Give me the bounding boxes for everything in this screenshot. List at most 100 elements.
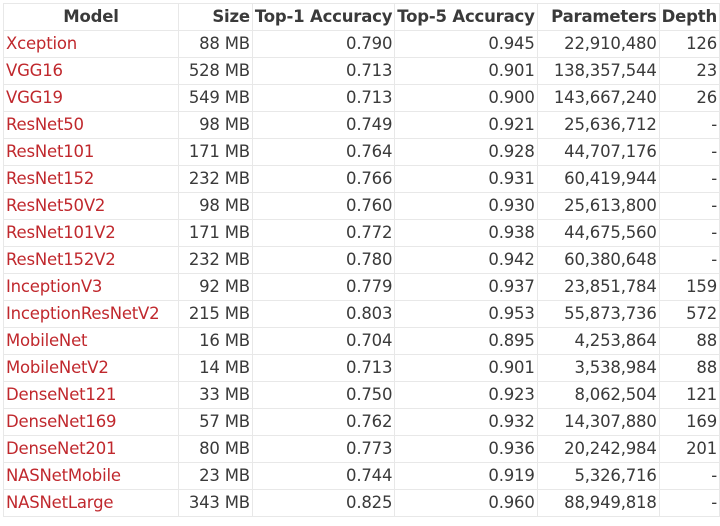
model-name-link[interactable]: DenseNet201 bbox=[6, 439, 117, 458]
top1-accuracy-cell: 0.772 bbox=[251, 219, 396, 247]
parameters-cell: 44,707,176 bbox=[536, 138, 660, 166]
depth-cell: 121 bbox=[658, 381, 720, 409]
parameters-cell: 25,636,712 bbox=[536, 111, 660, 139]
top5-accuracy-cell: 0.932 bbox=[394, 408, 538, 436]
table-row: MobileNetV2 14 MB 0.713 0.901 3,538,984 88 bbox=[3, 354, 720, 382]
size-cell: 14 MB bbox=[177, 354, 253, 382]
depth-cell: - bbox=[658, 489, 720, 517]
header-row: Model Size Top-1 Accuracy Top-5 Accuracy… bbox=[3, 3, 720, 31]
table-row: VGG16 528 MB 0.713 0.901 138,357,544 23 bbox=[3, 57, 720, 85]
size-cell: 57 MB bbox=[177, 408, 253, 436]
model-cell: DenseNet169 bbox=[3, 408, 179, 436]
parameters-cell: 25,613,800 bbox=[536, 192, 660, 220]
model-cell: VGG16 bbox=[3, 57, 179, 85]
model-cell: InceptionResNetV2 bbox=[3, 300, 179, 328]
model-name-link[interactable]: InceptionResNetV2 bbox=[6, 304, 160, 323]
depth-cell: - bbox=[658, 165, 720, 193]
table-row: MobileNet 16 MB 0.704 0.895 4,253,864 88 bbox=[3, 327, 720, 355]
top5-accuracy-cell: 0.942 bbox=[394, 246, 538, 274]
table-row: ResNet50V2 98 MB 0.760 0.930 25,613,800- bbox=[3, 192, 720, 220]
models-table: Model Size Top-1 Accuracy Top-5 Accuracy… bbox=[3, 3, 720, 517]
top5-accuracy-cell: 0.900 bbox=[394, 84, 538, 112]
depth-cell: 23 bbox=[658, 57, 720, 85]
model-cell: MobileNet bbox=[3, 327, 179, 355]
size-cell: 88 MB bbox=[177, 30, 253, 58]
size-cell: 92 MB bbox=[177, 273, 253, 301]
model-cell: ResNet101V2 bbox=[3, 219, 179, 247]
table-row: ResNet152 232 MB 0.766 0.931 60,419,944- bbox=[3, 165, 720, 193]
table-row: VGG19 549 MB 0.713 0.900 143,667,240 26 bbox=[3, 84, 720, 112]
depth-cell: 572 bbox=[658, 300, 720, 328]
depth-cell: - bbox=[658, 219, 720, 247]
table-body: Xception 88 MB 0.790 0.945 22,910,480 126 VGG1… bbox=[3, 30, 720, 517]
size-cell: 98 MB bbox=[177, 192, 253, 220]
top1-accuracy-cell: 0.713 bbox=[251, 57, 396, 85]
top5-accuracy-cell: 0.895 bbox=[394, 327, 538, 355]
size-cell: 528 MB bbox=[177, 57, 253, 85]
model-name-link[interactable]: VGG16 bbox=[6, 61, 63, 80]
depth-cell: 159 bbox=[658, 273, 720, 301]
top5-accuracy-cell: 0.901 bbox=[394, 57, 538, 85]
model-cell: ResNet50 bbox=[3, 111, 179, 139]
parameters-cell: 60,380,648 bbox=[536, 246, 660, 274]
size-cell: 171 MB bbox=[177, 138, 253, 166]
model-cell: DenseNet201 bbox=[3, 435, 179, 463]
model-name-link[interactable]: NASNetMobile bbox=[6, 466, 121, 485]
top5-accuracy-cell: 0.923 bbox=[394, 381, 538, 409]
top1-accuracy-cell: 0.713 bbox=[251, 84, 396, 112]
model-name-link[interactable]: ResNet152V2 bbox=[6, 250, 116, 269]
depth-cell: - bbox=[658, 138, 720, 166]
depth-cell: 201 bbox=[658, 435, 720, 463]
table-row: ResNet152V2 232 MB 0.780 0.942 60,380,648- bbox=[3, 246, 720, 274]
model-name-link[interactable]: DenseNet121 bbox=[6, 385, 117, 404]
top1-accuracy-cell: 0.780 bbox=[251, 246, 396, 274]
model-name-link[interactable]: InceptionV3 bbox=[6, 277, 103, 296]
model-cell: VGG19 bbox=[3, 84, 179, 112]
size-cell: 16 MB bbox=[177, 327, 253, 355]
top1-accuracy-cell: 0.749 bbox=[251, 111, 396, 139]
size-cell: 232 MB bbox=[177, 165, 253, 193]
top5-accuracy-cell: 0.901 bbox=[394, 354, 538, 382]
top5-accuracy-cell: 0.937 bbox=[394, 273, 538, 301]
model-name-link[interactable]: VGG19 bbox=[6, 88, 63, 107]
model-cell: ResNet50V2 bbox=[3, 192, 179, 220]
model-name-link[interactable]: DenseNet169 bbox=[6, 412, 117, 431]
model-name-link[interactable]: ResNet101 bbox=[6, 142, 95, 161]
header-model: Model bbox=[3, 3, 179, 31]
top1-accuracy-cell: 0.704 bbox=[251, 327, 396, 355]
table-row: NASNetLarge 343 MB 0.825 0.960 88,949,818- bbox=[3, 489, 720, 517]
model-name-link[interactable]: ResNet50V2 bbox=[6, 196, 106, 215]
depth-cell: - bbox=[658, 462, 720, 490]
parameters-cell: 14,307,880 bbox=[536, 408, 660, 436]
size-cell: 232 MB bbox=[177, 246, 253, 274]
model-name-link[interactable]: ResNet101V2 bbox=[6, 223, 116, 242]
size-cell: 80 MB bbox=[177, 435, 253, 463]
parameters-cell: 44,675,560 bbox=[536, 219, 660, 247]
top5-accuracy-cell: 0.921 bbox=[394, 111, 538, 139]
model-name-link[interactable]: MobileNet bbox=[6, 331, 88, 350]
top5-accuracy-cell: 0.953 bbox=[394, 300, 538, 328]
parameters-cell: 23,851,784 bbox=[536, 273, 660, 301]
table-row: ResNet50 98 MB 0.749 0.921 25,636,712- bbox=[3, 111, 720, 139]
table-row: DenseNet121 33 MB 0.750 0.923 8,062,504 121 bbox=[3, 381, 720, 409]
model-name-link[interactable]: ResNet50 bbox=[6, 115, 84, 134]
top5-accuracy-cell: 0.960 bbox=[394, 489, 538, 517]
table-row: DenseNet169 57 MB 0.762 0.932 14,307,880 169 bbox=[3, 408, 720, 436]
table-row: Xception 88 MB 0.790 0.945 22,910,480 126 bbox=[3, 30, 720, 58]
top1-accuracy-cell: 0.713 bbox=[251, 354, 396, 382]
model-name-link[interactable]: NASNetLarge bbox=[6, 493, 114, 512]
header-top5-accuracy: Top-5 Accuracy bbox=[394, 3, 538, 31]
size-cell: 23 MB bbox=[177, 462, 253, 490]
model-name-link[interactable]: ResNet152 bbox=[6, 169, 95, 188]
top1-accuracy-cell: 0.779 bbox=[251, 273, 396, 301]
table-row: ResNet101 171 MB 0.764 0.928 44,707,176- bbox=[3, 138, 720, 166]
top1-accuracy-cell: 0.750 bbox=[251, 381, 396, 409]
model-cell: Xception bbox=[3, 30, 179, 58]
top5-accuracy-cell: 0.919 bbox=[394, 462, 538, 490]
parameters-cell: 88,949,818 bbox=[536, 489, 660, 517]
depth-cell: 126 bbox=[658, 30, 720, 58]
model-cell: InceptionV3 bbox=[3, 273, 179, 301]
table-row: InceptionV3 92 MB 0.779 0.937 23,851,784 159 bbox=[3, 273, 720, 301]
model-name-link[interactable]: Xception bbox=[6, 34, 78, 53]
model-name-link[interactable]: MobileNetV2 bbox=[6, 358, 109, 377]
